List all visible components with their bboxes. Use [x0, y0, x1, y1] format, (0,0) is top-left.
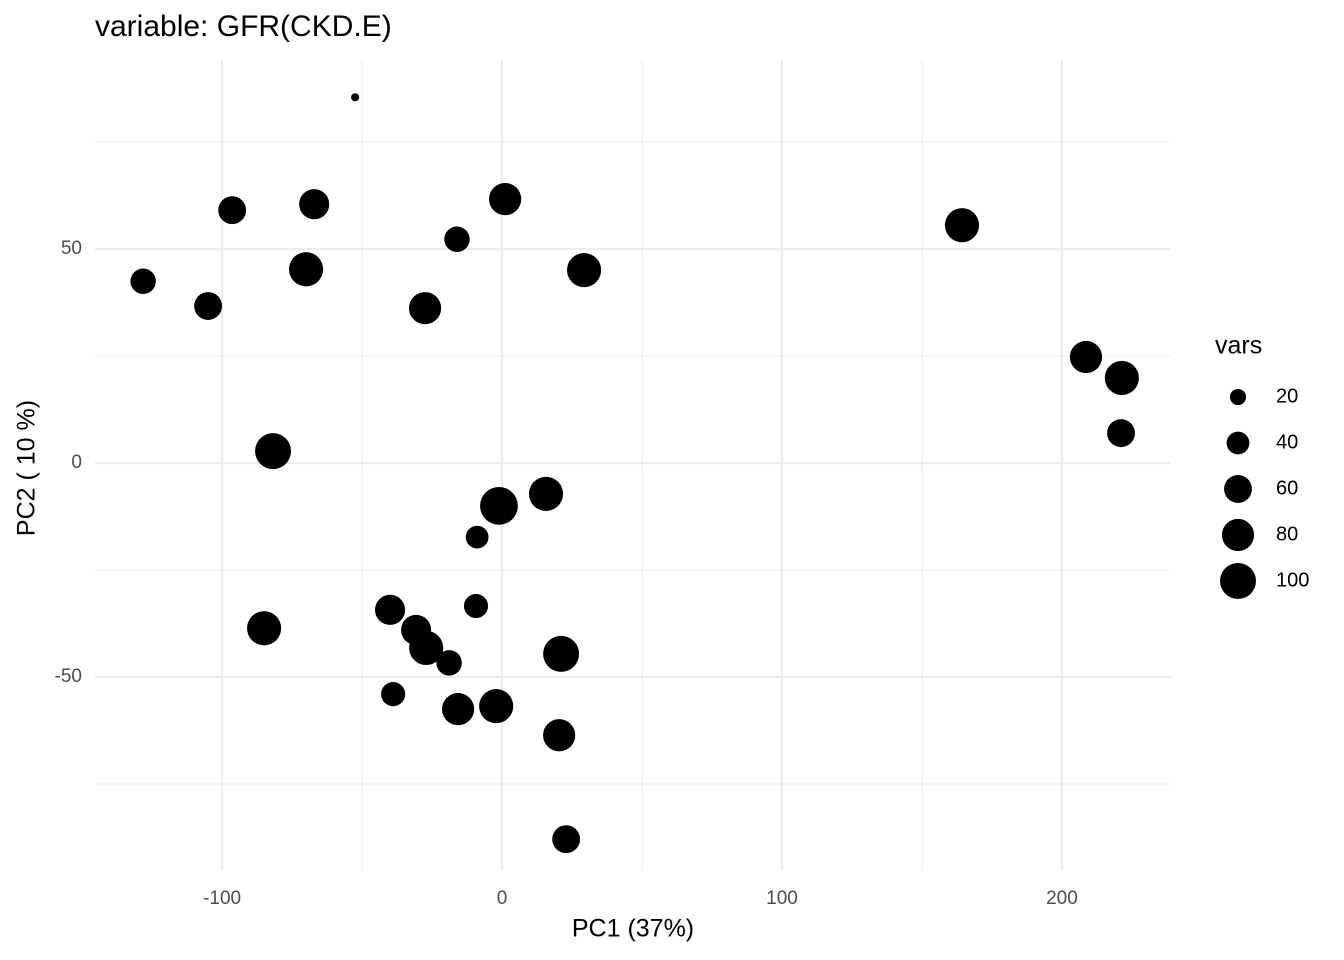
legend-label: 40	[1276, 431, 1298, 453]
point	[441, 693, 475, 726]
legend-key	[1220, 563, 1256, 599]
legend-label: 100	[1276, 569, 1309, 591]
point	[194, 292, 223, 320]
legend-label: 60	[1276, 477, 1298, 499]
point	[255, 433, 292, 470]
point	[444, 226, 470, 253]
point	[375, 594, 406, 625]
point	[489, 182, 522, 216]
point	[436, 650, 462, 676]
point	[566, 253, 602, 288]
point	[409, 630, 444, 666]
point	[1069, 340, 1103, 374]
x-tick-label: 100	[766, 888, 798, 909]
point	[130, 268, 156, 294]
legend-key	[1221, 518, 1255, 552]
x-axis-title: PC1 (37%)	[572, 915, 694, 943]
point	[528, 476, 564, 511]
point	[351, 93, 360, 102]
y-tick-label: -50	[55, 666, 82, 687]
point	[480, 486, 518, 525]
point	[381, 682, 406, 707]
y-tick-label: 50	[61, 238, 82, 259]
legend-title: vars	[1215, 332, 1262, 360]
legend-key	[1224, 475, 1252, 503]
point	[1107, 419, 1135, 448]
point	[1104, 360, 1139, 396]
x-tick-label: 0	[497, 888, 508, 909]
point	[247, 611, 282, 646]
point	[543, 719, 576, 752]
y-axis-title: PC2 ( 10 %)	[13, 400, 41, 536]
legend-key	[1229, 388, 1247, 406]
point	[463, 593, 489, 619]
point	[465, 525, 489, 549]
point	[289, 252, 324, 287]
legend-key	[1226, 431, 1250, 455]
point	[218, 196, 247, 225]
point	[552, 825, 581, 854]
y-tick-label: 0	[71, 452, 82, 473]
point	[543, 635, 580, 672]
point	[299, 189, 330, 220]
legend-label: 20	[1276, 385, 1298, 407]
point	[408, 292, 442, 325]
point	[944, 208, 980, 243]
chart-title: variable: GFR(CKD.E)	[95, 10, 392, 43]
x-tick-label: -100	[203, 888, 241, 909]
point	[479, 689, 514, 724]
x-tick-label: 200	[1046, 888, 1078, 909]
legend-label: 80	[1276, 523, 1298, 545]
